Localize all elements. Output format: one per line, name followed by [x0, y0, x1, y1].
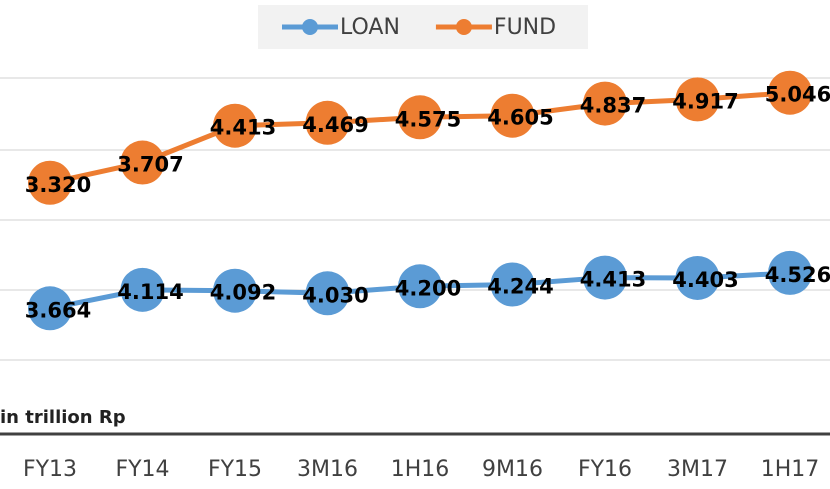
data-label: 3.664	[25, 298, 91, 322]
point	[768, 250, 812, 295]
point	[490, 262, 535, 307]
point	[213, 103, 257, 148]
data-label: 4.413	[580, 268, 646, 292]
point	[398, 95, 442, 140]
legend-label: FUND	[494, 15, 556, 40]
point	[768, 70, 812, 115]
data-label: 4.413	[210, 116, 276, 140]
point	[213, 268, 257, 313]
data-label: 4.837	[580, 94, 646, 118]
point	[28, 286, 72, 331]
data-label: 4.575	[395, 107, 461, 131]
data-label: 4.200	[395, 276, 461, 300]
x-tick-label: 9M16	[482, 457, 543, 482]
data-label: 5.046	[765, 83, 830, 107]
x-tick-label: FY16	[578, 457, 632, 482]
data-label: 4.469	[302, 113, 368, 137]
point	[305, 100, 350, 145]
data-label: 3.320	[25, 173, 91, 197]
point	[120, 267, 165, 312]
point	[305, 271, 350, 316]
data-label: 4.244	[487, 274, 553, 298]
x-tick-label: 3M17	[667, 457, 728, 482]
data-label: 4.403	[672, 268, 738, 292]
data-label: 4.092	[210, 281, 276, 305]
point	[120, 140, 165, 185]
point	[398, 264, 442, 309]
point	[675, 255, 720, 300]
x-tick-label: 1H16	[391, 457, 450, 482]
data-label: 4.030	[302, 283, 368, 307]
point	[675, 77, 720, 122]
x-tick-label: FY15	[208, 457, 262, 482]
point	[28, 160, 72, 205]
data-label: 4.526	[765, 263, 830, 287]
x-tick-label: 3M16	[297, 457, 358, 482]
legend-marker	[302, 19, 318, 35]
x-tick-label: 1H17	[761, 457, 820, 482]
point	[490, 93, 535, 138]
point	[583, 81, 627, 126]
annotation: in trillion Rp	[0, 407, 126, 428]
data-label: 4.114	[117, 280, 183, 304]
data-label: 3.707	[117, 153, 183, 177]
x-tick-label: FY13	[23, 457, 77, 482]
data-label: 4.605	[487, 106, 553, 130]
legend-marker	[455, 19, 472, 35]
x-tick-label: FY14	[115, 457, 169, 482]
point	[583, 255, 627, 300]
legend-label: LOAN	[340, 15, 400, 40]
data-label: 4.917	[672, 89, 738, 113]
